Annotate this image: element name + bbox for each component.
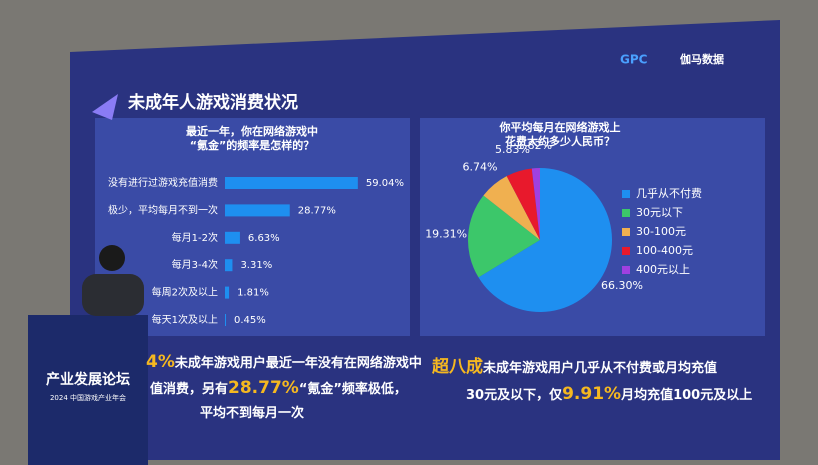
caption-left: 平均不到每月一次 — [200, 402, 304, 421]
value-label: 66.30% — [601, 279, 643, 292]
speaker-body — [82, 274, 144, 316]
value-label: 5.83% — [495, 143, 530, 156]
caption-text: 值消费，另有 — [150, 382, 229, 397]
caption-text: 未成年游戏用户几乎从不付费或月均充值 — [483, 361, 718, 376]
bar-label: 没有进行过游戏充值消费 — [108, 176, 218, 189]
caption-left: 值消费，另有28.77%“氪金”频率极低， — [150, 378, 407, 398]
value-label: 28.77% — [298, 205, 336, 216]
legend-swatch — [622, 190, 630, 198]
pie-slice — [531, 168, 540, 240]
caption-text: 未成年游戏用户最近一年没有在网络游戏中 — [174, 356, 422, 371]
title-icon — [92, 94, 118, 120]
legend-label: 30元以下 — [636, 206, 683, 219]
legend-label: 几乎从不付费 — [636, 187, 702, 200]
pie-slice — [483, 176, 540, 240]
value-label: 3.31% — [240, 260, 272, 271]
podium-subtitle: 2024 中国游戏产业年会 — [50, 393, 126, 402]
highlight: 超八成 — [432, 357, 483, 377]
legend-swatch — [622, 209, 630, 217]
bar — [225, 259, 233, 272]
value-label: 19.31% — [425, 227, 467, 240]
value-label: 1.82% — [517, 139, 552, 152]
highlight: 4% — [146, 352, 175, 372]
value-label: 6.63% — [248, 233, 280, 244]
legend-swatch — [622, 266, 630, 274]
legend-swatch — [622, 228, 630, 236]
highlight: 28.77% — [228, 378, 299, 398]
highlight: 9.91% — [562, 384, 622, 404]
chart-title: 你平均每月在网络游戏上花费大约多少人民币？ — [499, 120, 621, 148]
slide-title: 未成年人游戏消费状况 — [127, 92, 298, 113]
bar-label: 每周2次及以上 — [152, 286, 218, 299]
legend-label: 100-400元 — [636, 244, 693, 257]
legend-swatch — [622, 247, 630, 255]
logo: GPC — [620, 53, 648, 67]
bar-label: 每月1-2次 — [172, 231, 218, 244]
bar — [225, 231, 240, 244]
legend-label: 400元以上 — [636, 263, 690, 276]
bar — [225, 314, 227, 326]
caption-text: “氪金”频率极低， — [298, 382, 407, 397]
value-label: 0.45% — [234, 315, 266, 326]
pie-slice — [468, 195, 540, 278]
panel-left — [95, 118, 410, 336]
caption-right: 30元及以下，仅9.91%月均充值100元及以上 — [466, 384, 752, 404]
pie-slice — [506, 168, 540, 240]
bar — [225, 286, 230, 299]
bar — [225, 204, 290, 217]
caption-text: 30元及以下，仅 — [466, 388, 563, 403]
value-label: 6.74% — [463, 161, 498, 174]
caption-text: 平均不到每月一次 — [200, 406, 305, 421]
bar-label: 每天1次及以上 — [152, 313, 218, 326]
logo: 伽马数据 — [680, 52, 724, 66]
caption-text: 月均充值100元及以上 — [621, 388, 753, 403]
legend-label: 30-100元 — [636, 225, 686, 238]
caption-left: 4%未成年游戏用户最近一年没有在网络游戏中 — [146, 352, 422, 372]
podium-title: 产业发展论坛 — [46, 371, 130, 388]
bar — [225, 177, 358, 189]
value-label: 1.81% — [237, 288, 269, 299]
caption-right: 超八成未成年游戏用户几乎从不付费或月均充值 — [432, 352, 717, 377]
podium — [28, 315, 148, 465]
bar-label: 极少，平均每月不到一次 — [108, 203, 218, 216]
value-label: 59.04% — [366, 178, 404, 189]
chart-title: 最近一年，你在网络游戏中“氪金”的频率是怎样的？ — [186, 124, 318, 152]
speaker-head — [99, 245, 125, 271]
pie-slice — [478, 168, 612, 312]
bar-label: 每月3-4次 — [172, 258, 218, 271]
